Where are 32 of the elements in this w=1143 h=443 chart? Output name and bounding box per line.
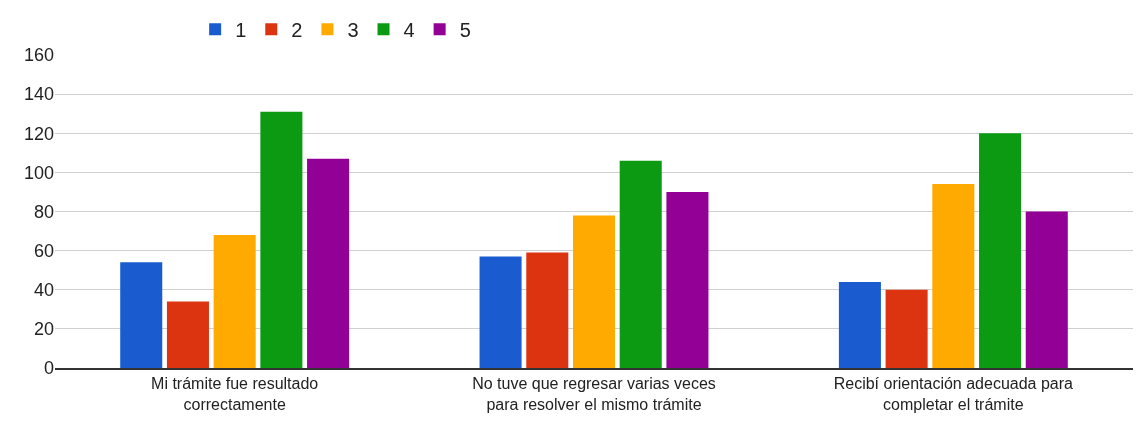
legend-label: 2 bbox=[291, 19, 303, 42]
bar bbox=[619, 160, 662, 368]
bar bbox=[213, 234, 256, 368]
bar bbox=[885, 289, 928, 368]
y-tick-label: 0 bbox=[43, 358, 54, 379]
bar bbox=[838, 281, 881, 368]
y-tick-label: 140 bbox=[23, 84, 54, 105]
bar bbox=[979, 133, 1022, 368]
bar bbox=[479, 256, 522, 368]
y-tick-label: 120 bbox=[23, 123, 54, 144]
legend-label: 3 bbox=[347, 19, 359, 42]
bar bbox=[166, 301, 209, 368]
bar bbox=[120, 262, 163, 368]
bar bbox=[526, 252, 569, 368]
x-tick-label: No tuve que regresar varias veces para resolver el mismo trámite bbox=[472, 375, 716, 413]
x-tick-label: Recibí orientación adecuada para completar el trámite bbox=[833, 375, 1074, 413]
bar bbox=[1025, 211, 1068, 368]
y-tick-label: 60 bbox=[33, 240, 54, 261]
bar bbox=[260, 111, 303, 368]
bar bbox=[666, 191, 709, 368]
y-tick-label: 20 bbox=[33, 319, 54, 340]
y-tick-label: 40 bbox=[33, 280, 54, 301]
legend-label: 5 bbox=[459, 19, 471, 42]
bar bbox=[572, 215, 616, 368]
bar bbox=[307, 158, 350, 368]
y-tick-label: 100 bbox=[23, 162, 54, 183]
bar bbox=[932, 184, 975, 368]
y-tick-label: 80 bbox=[33, 201, 54, 222]
y-tick-label: 160 bbox=[23, 45, 54, 66]
x-tick-label: Mi trámite fue resultado correctamente bbox=[151, 375, 319, 413]
legend-label: 1 bbox=[235, 19, 247, 42]
legend-label: 4 bbox=[403, 19, 415, 42]
